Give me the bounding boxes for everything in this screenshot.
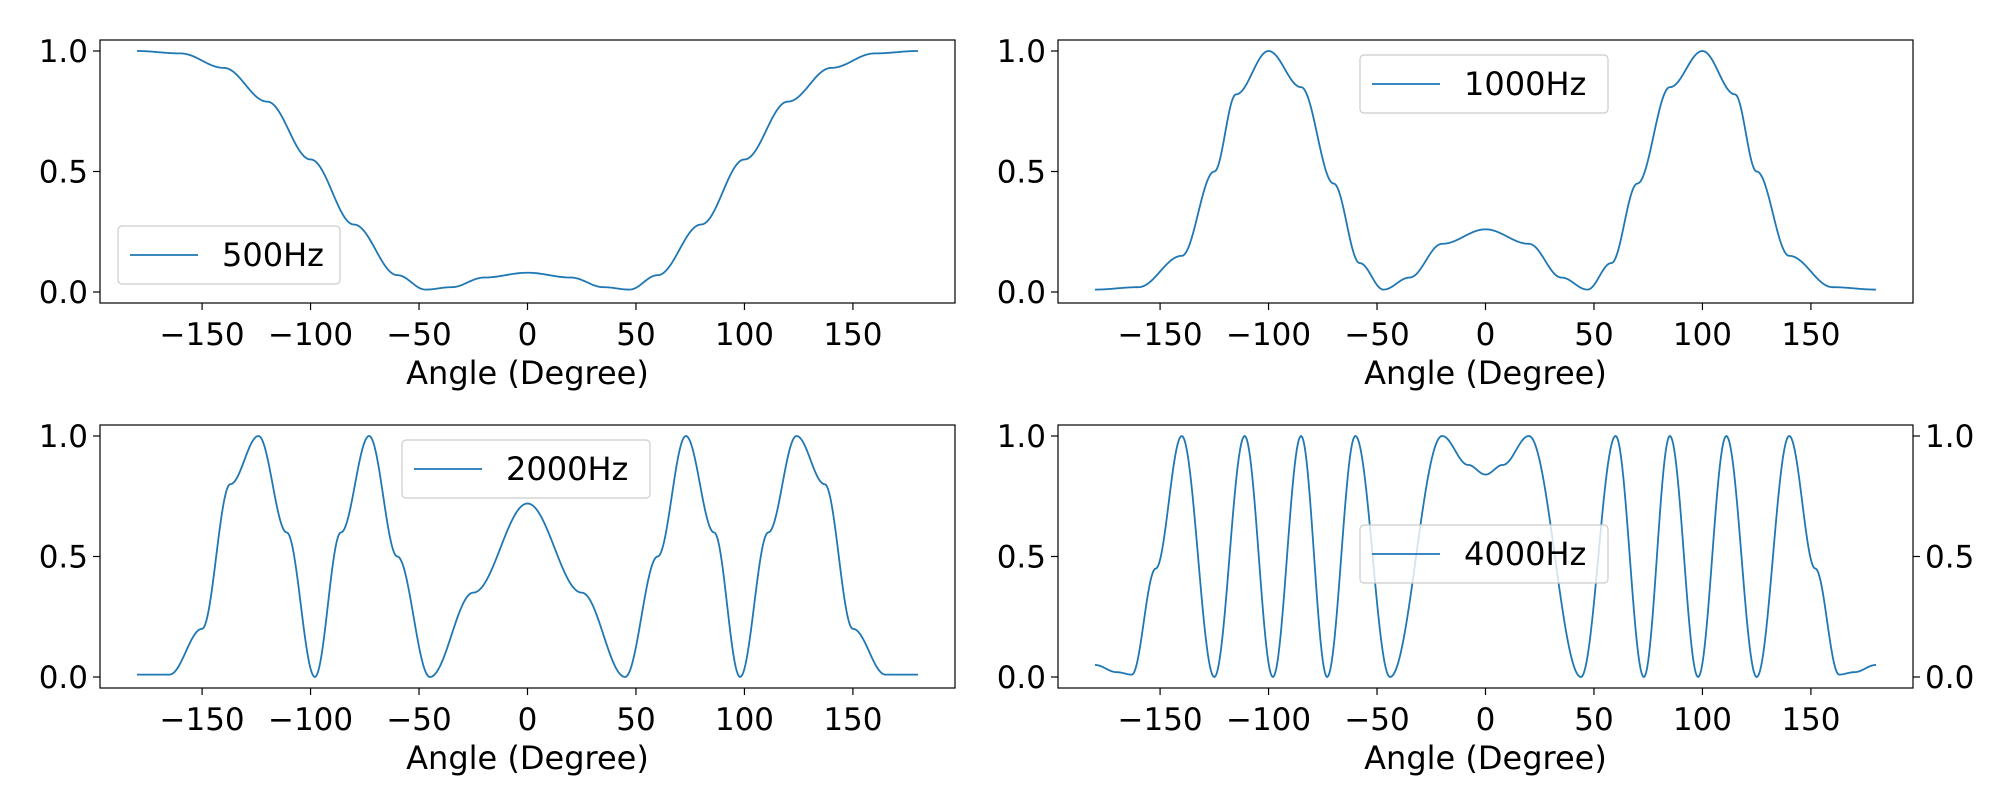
- x-tick-label: 100: [1673, 317, 1732, 353]
- legend-box: [401, 439, 651, 499]
- y-tick-label: 0.5: [39, 155, 88, 191]
- series-line: [137, 50, 918, 291]
- y-tick-label: 1.0: [997, 419, 1046, 455]
- series-line: [137, 435, 918, 679]
- x-tick-label: −50: [386, 317, 451, 353]
- x-tick-label: 150: [1781, 317, 1840, 353]
- y-tick-label-right: 1.0: [1925, 419, 1974, 455]
- x-tick-label: 0: [1476, 317, 1496, 353]
- x-tick-label: −150: [1118, 702, 1203, 738]
- subplot-2: −150 −100 −50 0 50 100 150 0.0 0.5 1.0 Angle (Degr…: [997, 34, 1914, 392]
- y-tick-label: 1.0: [997, 34, 1046, 70]
- x-tick-label: −50: [1344, 702, 1409, 738]
- y-tick-label: 0.0: [997, 275, 1046, 311]
- x-tick-label: 150: [1781, 702, 1840, 738]
- x-tick-label: 150: [823, 317, 882, 353]
- y-tick-label: 0.5: [997, 540, 1046, 576]
- legend-label: 4000Hz: [1464, 535, 1586, 573]
- y-tick-label: 1.0: [39, 34, 88, 70]
- y-tick-label-right: 0.5: [1925, 540, 1974, 576]
- y-tick-label: 0.0: [39, 275, 88, 311]
- x-tick-label: 50: [616, 702, 655, 738]
- x-tick-label: 100: [1673, 702, 1732, 738]
- x-tick-label: −150: [160, 702, 245, 738]
- legend-box: [117, 225, 341, 285]
- series-line: [1095, 50, 1876, 291]
- legend: 2000Hz: [401, 439, 651, 499]
- x-tick-label: 100: [715, 702, 774, 738]
- y-tick-label: 1.0: [39, 419, 88, 455]
- x-tick-label: 0: [518, 317, 538, 353]
- y-tick-label: 0.0: [997, 660, 1046, 696]
- legend-box: [1359, 54, 1609, 114]
- x-tick-label: −100: [268, 317, 353, 353]
- x-tick-label: −100: [1226, 702, 1311, 738]
- x-tick-label: −150: [160, 317, 245, 353]
- x-tick-label: 100: [715, 317, 774, 353]
- series-line: [1094, 434, 1877, 679]
- x-tick-label: 150: [823, 702, 882, 738]
- y-tick-label-right: 0.0: [1925, 660, 1974, 696]
- x-axis-label: Angle (Degree): [1364, 739, 1607, 777]
- y-tick-label: 0.5: [39, 540, 88, 576]
- x-tick-label: −100: [268, 702, 353, 738]
- x-axis-label: Angle (Degree): [406, 739, 649, 777]
- legend-label: 500Hz: [222, 236, 324, 274]
- legend: 500Hz: [117, 225, 341, 285]
- subplot-3: −150 −100 −50 0 50 100 150 0.0 0.5 1.0 Angle (Degr…: [39, 419, 956, 777]
- legend: 1000Hz: [1359, 54, 1609, 114]
- x-tick-label: 50: [1574, 702, 1613, 738]
- x-tick-label: −50: [386, 702, 451, 738]
- x-axis-label: Angle (Degree): [406, 354, 649, 392]
- legend-label: 1000Hz: [1464, 65, 1586, 103]
- y-tick-label: 0.0: [39, 660, 88, 696]
- x-tick-label: −150: [1118, 317, 1203, 353]
- x-tick-label: −100: [1226, 317, 1311, 353]
- subplot-4: −150 −100 −50 0 50 100 150 0.0 0.0 0.5 0.5 1.0 1.0 An…: [997, 419, 1975, 777]
- x-tick-label: 50: [616, 317, 655, 353]
- x-tick-label: −50: [1344, 317, 1409, 353]
- x-tick-label: 50: [1574, 317, 1613, 353]
- x-axis-label: Angle (Degree): [1364, 354, 1607, 392]
- x-tick-label: 0: [1476, 702, 1496, 738]
- legend-box: [1359, 524, 1609, 584]
- legend: 4000Hz: [1359, 524, 1609, 584]
- legend-label: 2000Hz: [506, 450, 628, 488]
- subplot-1: −150 −100 −50 0 50 100 150 0.0 0.5 1.0 Angle (Degr…: [39, 34, 956, 392]
- y-tick-label: 0.5: [997, 155, 1046, 191]
- x-tick-label: 0: [518, 702, 538, 738]
